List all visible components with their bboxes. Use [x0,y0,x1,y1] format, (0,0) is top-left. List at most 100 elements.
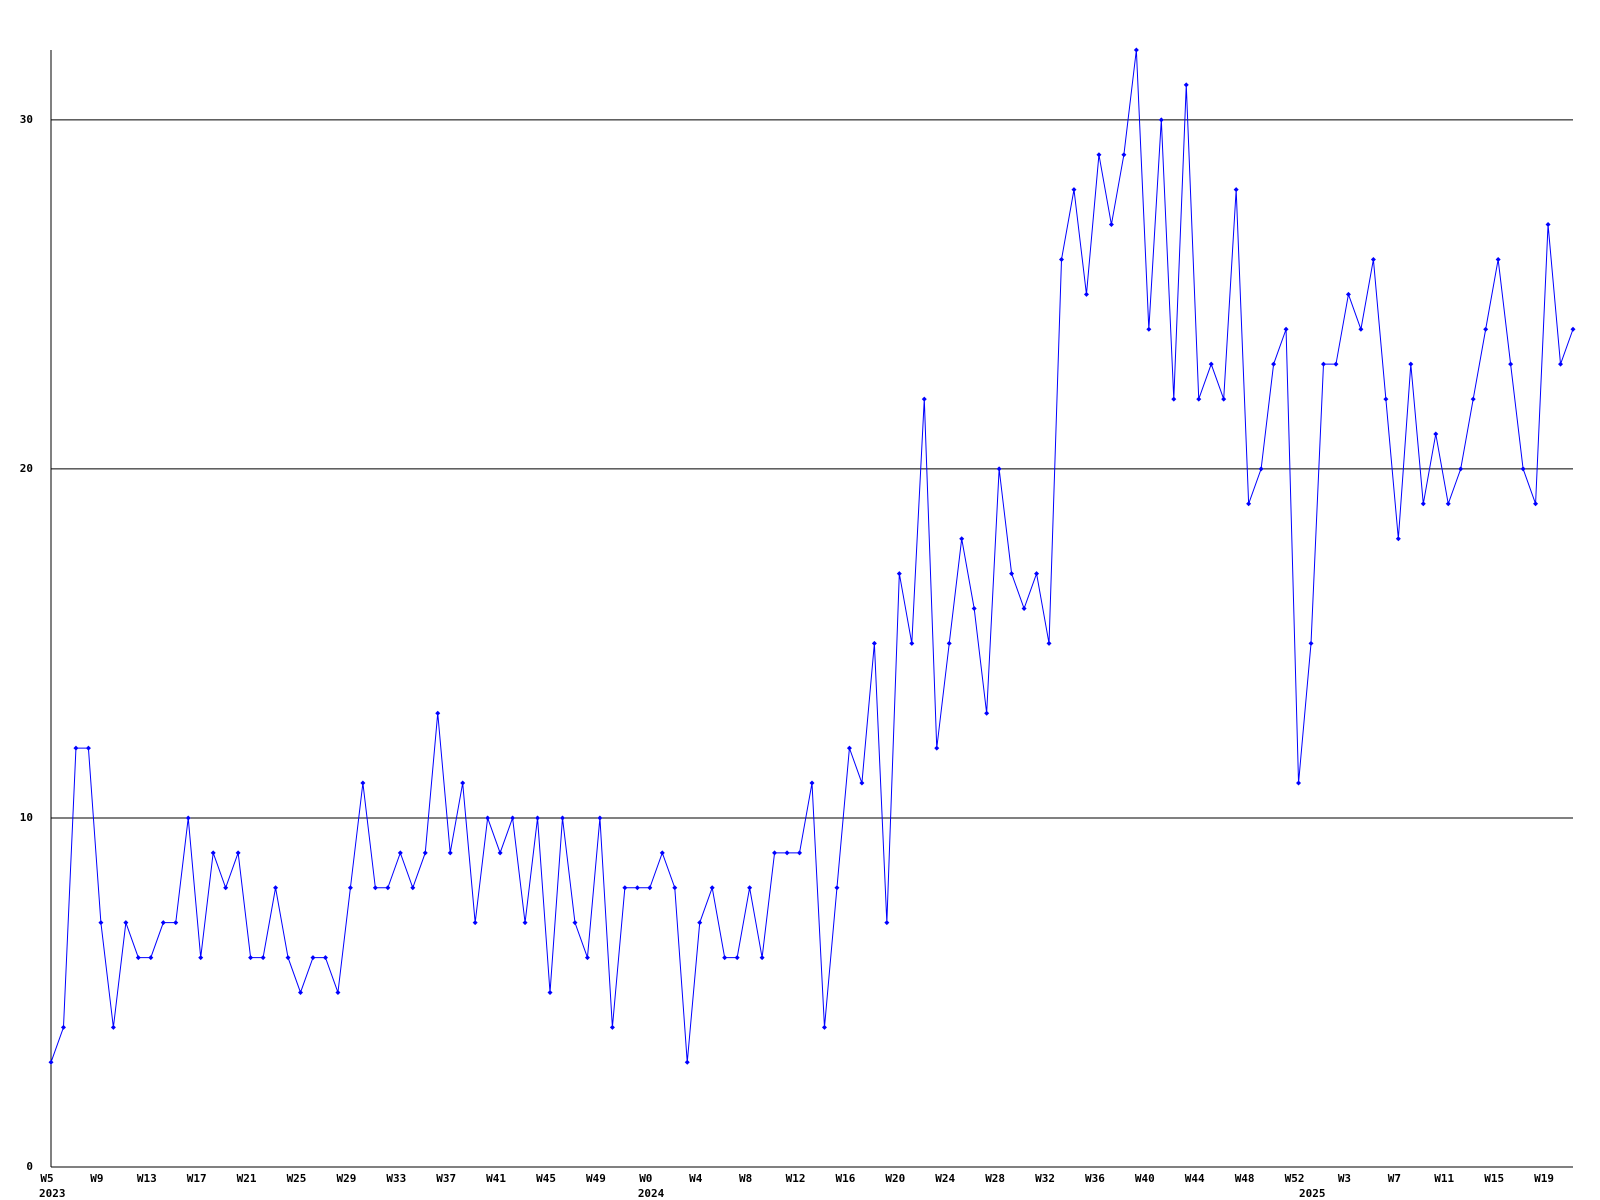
data-point [884,920,890,926]
data-point [1458,466,1464,472]
data-point [934,745,940,751]
data-point [1395,536,1401,542]
data-point [734,955,740,961]
data-point [460,780,466,786]
data-point [659,850,665,856]
data-point [1059,256,1065,262]
data-point [896,571,902,577]
x-tick-label: W11 [1434,1172,1454,1185]
x-tick-label: W5 [40,1172,53,1185]
x-tick-label: W24 [935,1172,955,1185]
data-point [123,920,129,926]
x-tick-label: W45 [536,1172,556,1185]
data-point [1283,326,1289,332]
year-label: 2024 [638,1187,665,1200]
data-point [298,989,304,995]
x-tick-label: W20 [885,1172,905,1185]
data-point [959,536,965,542]
year-label: 2025 [1299,1187,1326,1200]
x-tick-label: W16 [835,1172,855,1185]
data-point [859,780,865,786]
x-tick-label: W21 [237,1172,257,1185]
data-point [1034,571,1040,577]
data-point [148,955,154,961]
data-point [1196,396,1202,402]
data-point [435,710,441,716]
data-point [647,885,653,891]
data-point [210,850,216,856]
x-tick-label: W19 [1534,1172,1554,1185]
data-point [709,885,715,891]
data-point [1133,47,1139,53]
data-point [198,955,204,961]
data-point [1171,396,1177,402]
x-tick-label: W49 [586,1172,606,1185]
x-tick-label: W33 [386,1172,406,1185]
data-point [1146,326,1152,332]
data-point [547,989,553,995]
data-point [135,955,141,961]
data-point [1533,501,1539,507]
data-point [510,815,516,821]
data-point [1408,361,1414,367]
data-point [609,1024,615,1030]
data-point [410,885,416,891]
data-point [73,745,79,751]
x-tick-label: W44 [1185,1172,1205,1185]
data-point [797,850,803,856]
data-point [1383,396,1389,402]
data-point [996,466,1002,472]
x-tick-label: W12 [786,1172,806,1185]
data-point [497,850,503,856]
data-point [1308,640,1314,646]
data-point [634,885,640,891]
data-point [1320,361,1326,367]
data-point [909,640,915,646]
data-point [223,885,229,891]
x-tick-label: W3 [1338,1172,1351,1185]
data-point [1083,291,1089,297]
data-point [1570,326,1576,332]
data-point [360,780,366,786]
data-point [1246,501,1252,507]
data-point [260,955,266,961]
data-point [984,710,990,716]
data-point [1046,640,1052,646]
data-line [50,49,1574,1063]
data-point [60,1024,66,1030]
data-point [110,1024,116,1030]
data-point [1296,780,1302,786]
y-tick-label: 10 [20,811,33,824]
data-point [772,850,778,856]
x-tick-label: W25 [287,1172,307,1185]
data-point [722,955,728,961]
data-point [846,745,852,751]
x-tick-label: W29 [336,1172,356,1185]
data-point [759,955,765,961]
data-point [784,850,790,856]
data-point [821,1024,827,1030]
data-point [1508,361,1514,367]
data-point [1483,326,1489,332]
data-point [1021,606,1027,611]
data-point [1258,466,1264,472]
data-point [747,885,753,891]
x-tick-label: W13 [137,1172,157,1185]
data-point [1158,117,1164,123]
data-point [472,920,478,926]
y-tick-label: 20 [20,462,33,475]
data-point [185,815,191,821]
data-point [971,606,977,611]
data-point [372,885,378,891]
data-point [1108,222,1114,228]
data-point [871,640,877,646]
data-point [535,815,541,821]
data-point [1009,571,1015,577]
x-tick-label: W9 [90,1172,103,1185]
data-point [1345,291,1351,297]
y-tick-label: 0 [26,1160,33,1173]
data-point [248,955,254,961]
data-point [597,815,603,821]
